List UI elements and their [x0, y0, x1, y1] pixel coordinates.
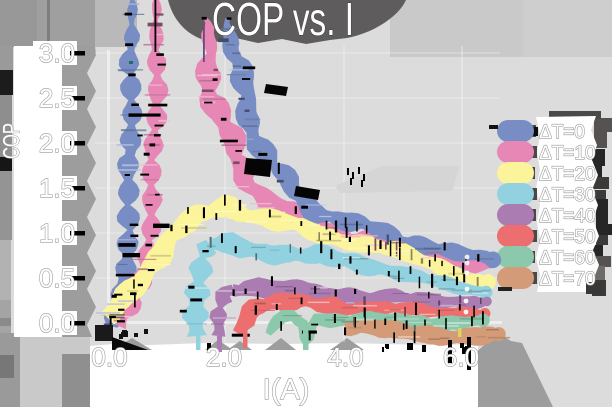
svg-text:ΔT=10: ΔT=10 — [539, 143, 596, 164]
svg-text:0.5: 0.5 — [39, 263, 75, 293]
svg-text:ΔT=20: ΔT=20 — [539, 164, 596, 185]
svg-text:ΔT=50: ΔT=50 — [539, 227, 596, 248]
svg-text:ΔT=60: ΔT=60 — [539, 248, 596, 269]
svg-text:ΔT=70: ΔT=70 — [539, 269, 596, 290]
svg-text:ΔT=30: ΔT=30 — [539, 185, 596, 206]
svg-text:COP vs. I: COP vs. I — [212, 0, 354, 45]
svg-text:3.0: 3.0 — [39, 38, 75, 68]
svg-text:2.0: 2.0 — [39, 128, 75, 158]
svg-text:6.0: 6.0 — [443, 342, 479, 372]
svg-text:1.5: 1.5 — [39, 173, 75, 203]
svg-text:ΔT=0: ΔT=0 — [539, 122, 585, 143]
svg-text:ΔT=40: ΔT=40 — [539, 206, 596, 227]
svg-text:4.0: 4.0 — [327, 342, 363, 372]
svg-text:2.0: 2.0 — [206, 342, 242, 372]
svg-text:COP: COP — [0, 123, 24, 159]
svg-text:1.0: 1.0 — [39, 218, 75, 248]
svg-text:I(A): I(A) — [263, 374, 310, 406]
svg-text:0.0: 0.0 — [91, 342, 127, 372]
svg-text:0.0: 0.0 — [39, 308, 75, 338]
svg-text:2.5: 2.5 — [39, 83, 75, 113]
